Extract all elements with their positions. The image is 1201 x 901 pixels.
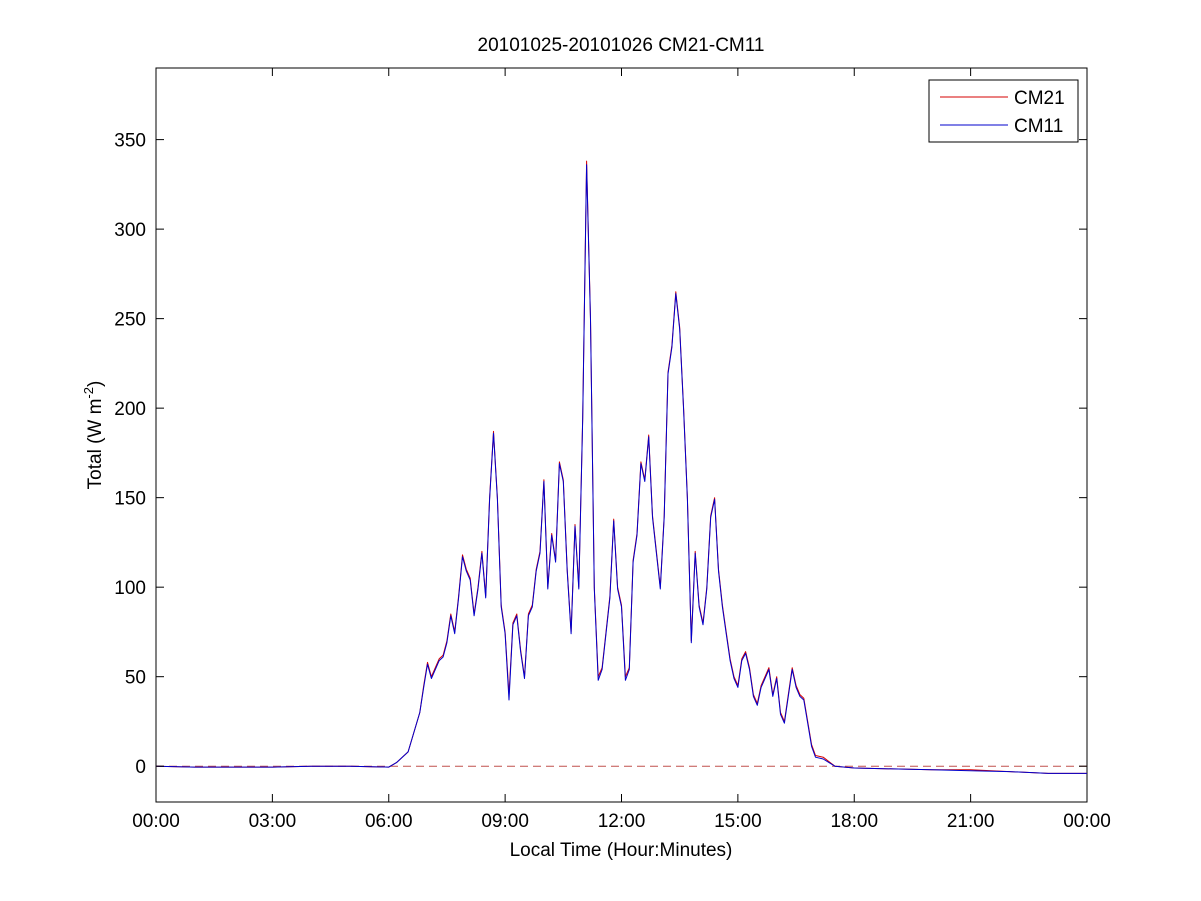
y-tick-label: 150	[114, 489, 146, 510]
y-tick-label: 300	[114, 220, 146, 241]
x-tick-label: 21:00	[947, 811, 995, 832]
y-axis-label-superscript: -2	[81, 387, 96, 399]
plot-frame	[155, 67, 1088, 803]
y-axis-label: Total (W m-2)	[81, 381, 106, 490]
y-tick-label: 200	[114, 399, 146, 420]
legend-label-cm11: CM11	[1014, 116, 1063, 137]
x-axis-label: Local Time (Hour:Minutes)	[510, 840, 733, 861]
y-tick-label: 100	[114, 578, 146, 599]
x-tick-label: 12:00	[598, 811, 646, 832]
x-axis-ticks: 00:00 03:00 06:00 09:00 12:00 15:00 18:00 21:00…	[132, 68, 1111, 832]
x-tick-label: 06:00	[365, 811, 413, 832]
y-axis-ticks: 0 50 100 150 200 250 300 350	[114, 131, 1087, 778]
series-layer	[155, 160, 1087, 774]
legend: CM21 CM11	[928, 79, 1079, 143]
y-tick-label: 250	[114, 310, 146, 331]
x-tick-label: 15:00	[714, 811, 762, 832]
x-tick-label: 18:00	[830, 811, 878, 832]
x-tick-label: 03:00	[249, 811, 297, 832]
y-axis-label-main: Total (W m	[85, 399, 106, 490]
y-axis-label-tail: )	[85, 381, 106, 387]
series-line-cm11	[155, 164, 1087, 774]
y-tick-label: 0	[135, 757, 146, 778]
x-tick-label: 00:00	[1063, 811, 1111, 832]
plot-area: 00:00 03:00 06:00 09:00 12:00 15:00 18:00 21:00…	[114, 67, 1111, 832]
x-tick-label: 00:00	[132, 811, 180, 832]
legend-box	[928, 79, 1079, 143]
x-tick-label: 09:00	[481, 811, 529, 832]
y-tick-label: 50	[125, 668, 146, 689]
chart-title: 20101025-20101026 CM21-CM11	[478, 35, 765, 56]
y-tick-label: 350	[114, 131, 146, 152]
legend-label-cm21: CM21	[1014, 88, 1065, 109]
